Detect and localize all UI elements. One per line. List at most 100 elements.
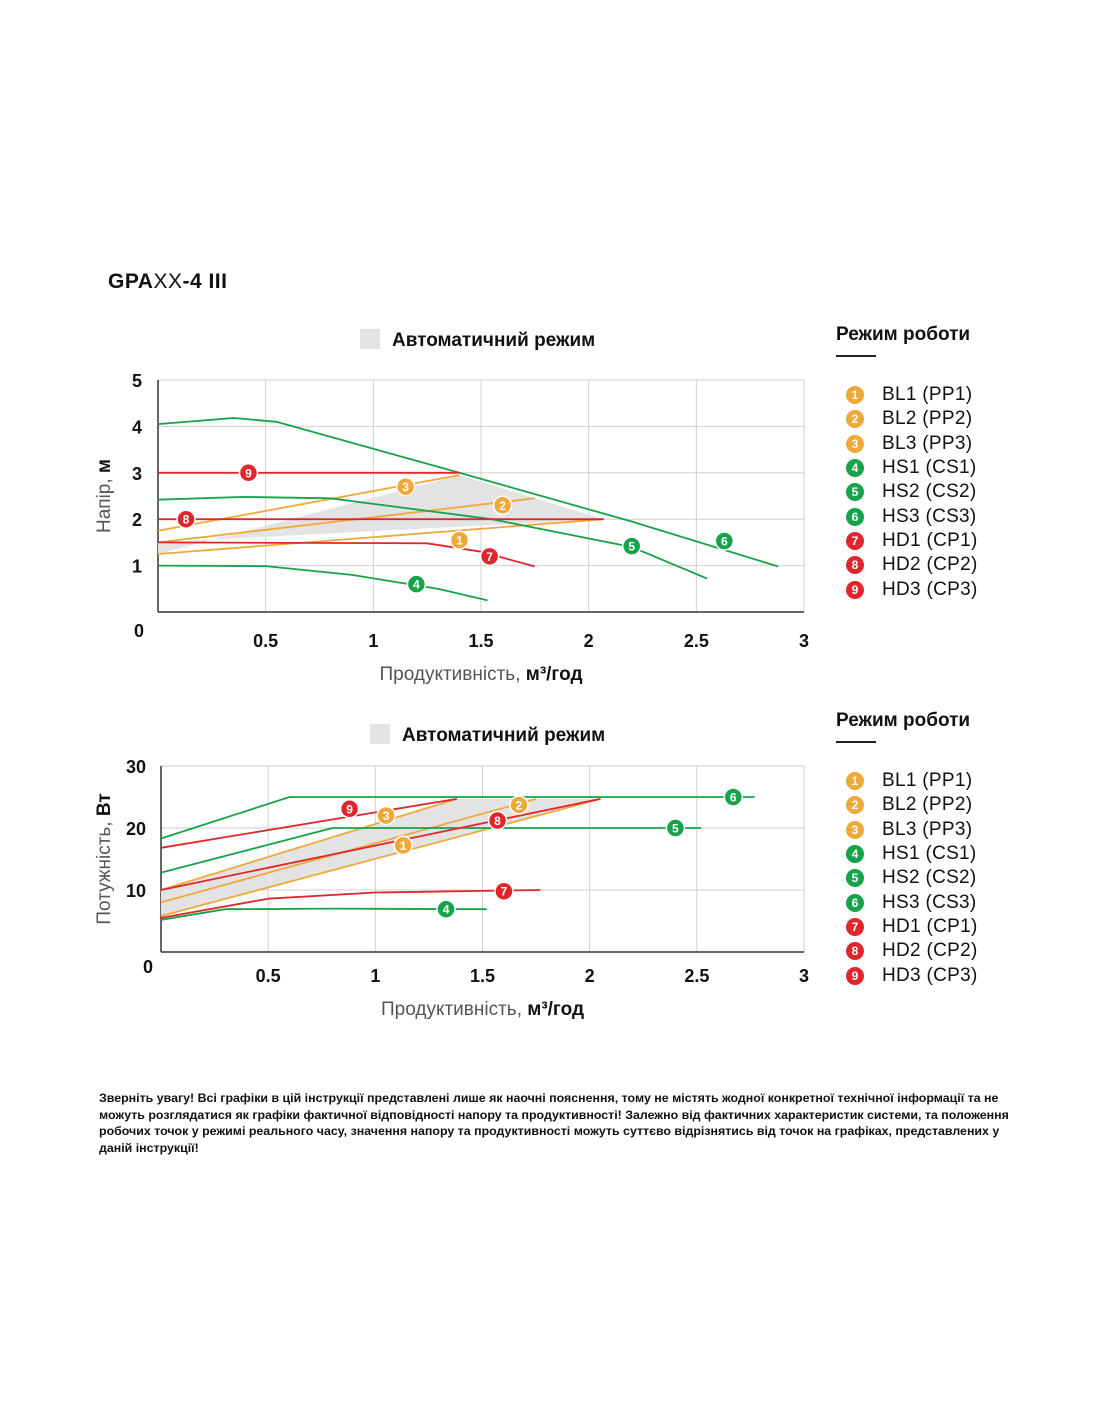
series-marker-4: 4 [406,574,427,594]
legend-item-9: 9 HD3 (CP3) [836,963,1076,987]
series-line-5 [160,827,702,874]
series-marker-6: 6 [723,787,744,807]
marker-circle [494,881,514,901]
marker-circle [395,476,416,497]
legend-label: HD1 (CP1) [882,529,978,551]
marker-label: 5 [628,540,635,554]
series-marker-1: 1 [449,530,470,550]
legend-label: HD2 (CP2) [882,940,978,962]
legend-divider [836,355,876,357]
legend-label: BL3 (PP3) [882,432,973,454]
legend-label: BL1 (PP1) [882,770,973,792]
legend-label: HS2 (CS2) [882,867,977,889]
legend-label: HD3 (CP3) [882,578,978,600]
marker-circle [436,899,456,919]
series-marker-3: 3 [376,805,396,826]
marker-label: 1 [456,534,463,548]
legend-item-2: 2 BL2 (PP2) [836,407,1076,431]
series-marker-2: 2 [509,795,529,815]
y-tick-label: 5 [132,371,142,391]
legend-label: HD3 (CP3) [882,964,978,986]
x-tick-label: 2.5 [684,631,709,651]
legend-item-5: 5 HS2 (CS2) [836,866,1076,890]
legend-marker: 2 [846,796,864,815]
marker-circle [487,810,508,831]
marker-label: 3 [402,480,409,494]
series-line-6 [160,796,755,840]
marker-circle [714,531,735,551]
series-marker-7: 7 [494,881,514,901]
legend-label: BL3 (PP3) [882,818,973,840]
legend-marker: 1 [846,772,864,791]
legend-marker: 3 [846,434,864,453]
legend-marker: 8 [846,942,864,961]
marker-label: 2 [516,799,523,813]
series-marker-6: 6 [714,531,735,551]
x-tick-label: 1.5 [470,966,495,986]
head-chart-svg: Автоматичний режим 0.5 1 1.5 2 2.5 3 1 2 3 4 5 0 Прод… [94,329,809,685]
legend-divider [836,741,876,743]
legend-item-3: 3 BL3 (PP3) [836,432,1076,456]
y-tick-label: 30 [126,757,146,777]
marker-label: 7 [501,885,508,899]
legend-item-7: 7 HD1 (CP1) [836,529,1076,553]
marker-label: 5 [672,822,679,836]
legend-label: HS1 (CS1) [882,457,977,479]
y-axis-label: Напір, м [94,459,115,533]
legend-marker: 8 [846,556,864,575]
legend-label: BL2 (PP2) [882,408,973,430]
series-marker-8: 8 [487,810,508,831]
x-tick-label: 2 [585,966,595,986]
marker-circle [621,536,642,556]
legend-head: Режим роботи 1 BL1 (PP1) 2 BL2 (PP2) 3 BL3 (P… [836,322,1076,602]
legend-label: BL1 (PP1) [882,384,973,406]
legend-label: HS3 (CS3) [882,505,977,527]
auto-mode-label: Автоматичний режим [392,330,595,351]
legend-marker: 4 [846,845,864,864]
series-line-4 [157,564,488,602]
marker-label: 8 [183,513,190,527]
legend-marker: 6 [846,893,864,912]
marker-label: 8 [494,814,501,828]
series-marker-9: 9 [339,799,360,819]
marker-label: 2 [499,499,506,513]
x-tick-label: 0.5 [253,631,278,651]
marker-label: 1 [400,839,407,853]
marker-circle [449,530,470,550]
series-marker-8: 8 [176,509,196,529]
marker-circle [665,818,686,838]
x-tick-label: 2.5 [684,966,709,986]
marker-circle [238,463,259,483]
series-line-1 [160,798,601,917]
x-tick-label: 2 [584,631,594,651]
legend-item-7: 7 HD1 (CP1) [836,915,1076,939]
legend-item-4: 4 HS1 (CS1) [836,456,1076,480]
marker-label: 9 [346,802,353,816]
y-axis-label: Потужність, Вт [94,793,115,924]
marker-circle [509,795,529,815]
marker-circle [376,805,396,826]
legend-label: BL2 (PP2) [882,794,973,816]
auto-mode-region [158,475,604,554]
legend-label: HD1 (CP1) [882,915,978,937]
legend-marker: 4 [846,459,864,478]
power-chart-svg: Автоматичний режим 0.5 1 1.5 2 2.5 3 10 20 30 0 Про… [94,724,809,1020]
series-line-3 [160,798,458,891]
marker-label: 7 [486,550,493,564]
legend-marker: 1 [846,386,864,405]
legend-item-2: 2 BL2 (PP2) [836,793,1076,817]
legend-marker: 9 [846,580,864,599]
series-line-9 [160,798,457,849]
y-tick-label: 4 [132,417,142,437]
series-marker-4: 4 [436,899,456,919]
legend-items: 1 BL1 (PP1) 2 BL2 (PP2) 3 BL3 (PP3) 4 HS1 (CS1)… [836,383,1076,602]
legend-item-4: 4 HS1 (CS1) [836,842,1076,866]
marker-circle [479,546,500,567]
series-line-2 [157,497,535,544]
legend-title: Режим роботи [836,710,971,731]
marker-circle [339,799,360,819]
legend-label: HS3 (CS3) [882,891,977,913]
x-axis-label: Продуктивність, м³/год [381,999,584,1020]
x-tick-label: 3 [799,631,809,651]
series-marker-3: 3 [395,476,416,497]
